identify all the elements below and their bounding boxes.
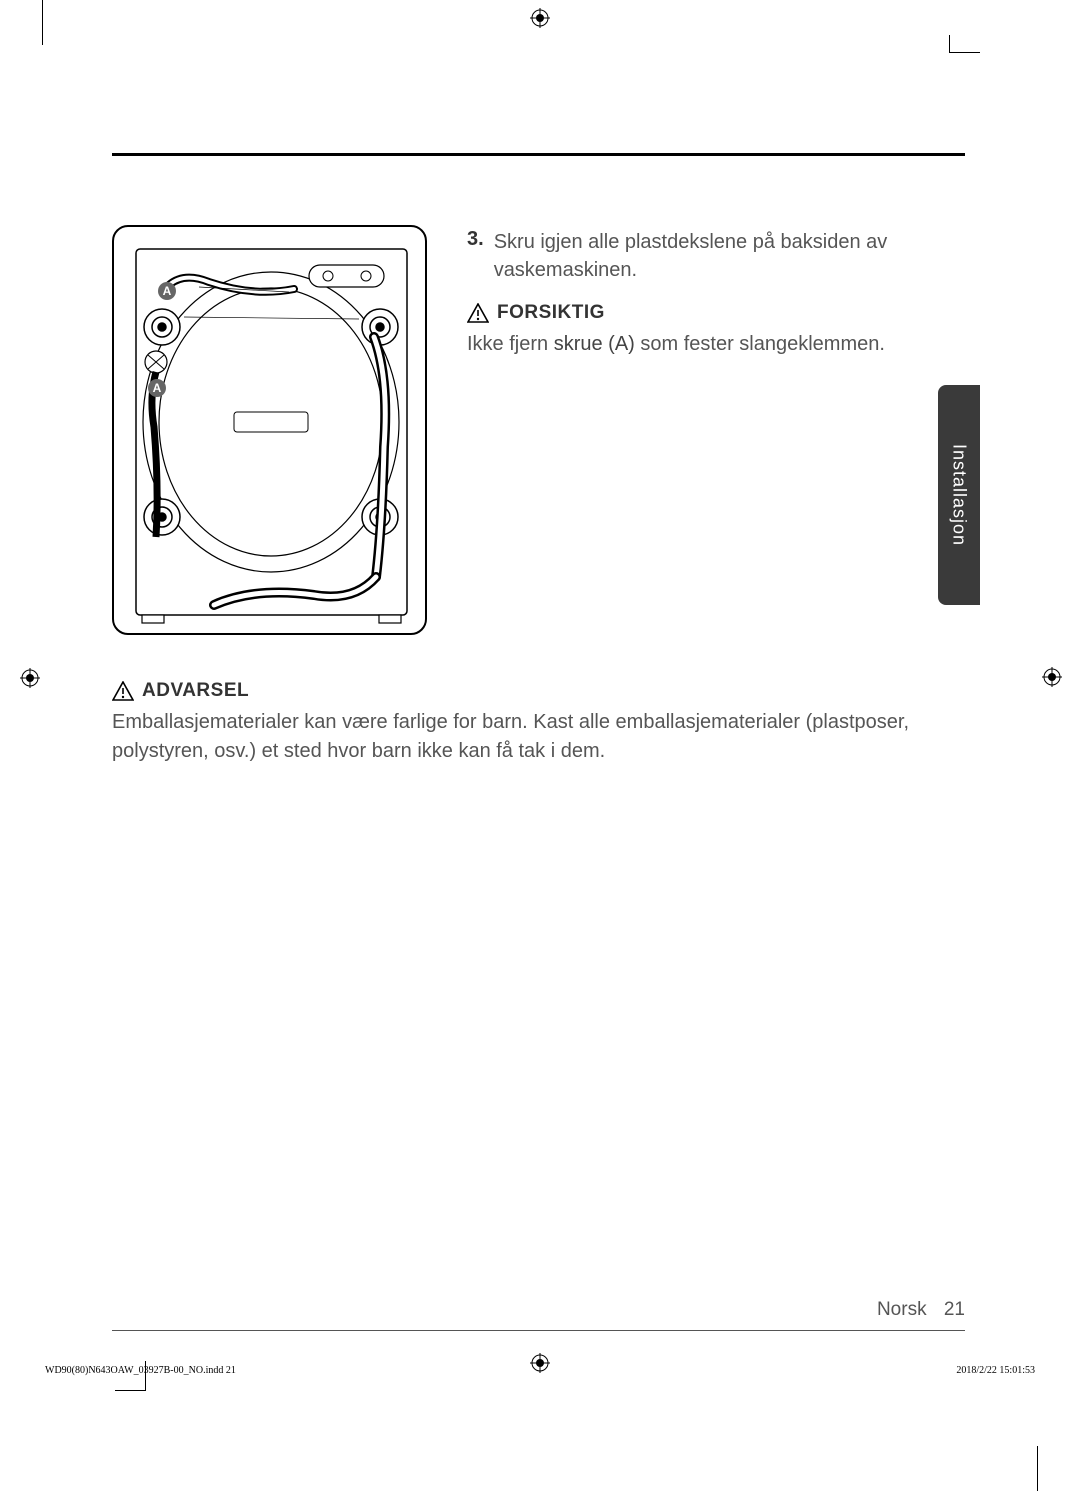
warning-body: Emballasjematerialer kan være farlige fo… — [112, 708, 965, 766]
crop-mark — [42, 0, 43, 45]
warning-triangle-icon — [467, 303, 489, 323]
caution-text-bold: skrue (A) — [554, 333, 635, 355]
print-job-filename: WD90(80)N643OAW_03927B-00_NO.indd 21 — [45, 1365, 236, 1376]
crop-mark — [1037, 1446, 1038, 1491]
caution-label: FORSIKTIG — [497, 302, 605, 324]
caution-body: Ikke fjern skrue (A) som fester slangekl… — [467, 330, 965, 358]
footer-rule — [112, 1330, 965, 1331]
registration-mark-icon — [1042, 667, 1062, 687]
callout-label-a: A — [158, 282, 176, 300]
caution-text-prefix: Ikke fjern — [467, 333, 554, 355]
warning-label: ADVARSEL — [142, 680, 249, 702]
crop-mark — [949, 35, 950, 53]
main-content: A A 3. Skru igjen alle plastdekslene på … — [112, 225, 965, 635]
footer-language: Norsk — [877, 1299, 927, 1320]
caution-heading: FORSIKTIG — [467, 302, 965, 324]
step-number: 3. — [467, 228, 484, 284]
warning-heading: ADVARSEL — [112, 680, 965, 702]
washer-rear-illustration: A A — [112, 225, 427, 635]
section-tab: Installasjon — [938, 385, 980, 605]
footer-page-number: 21 — [944, 1299, 965, 1320]
step-item: 3. Skru igjen alle plastdekslene på baks… — [467, 228, 965, 284]
warning-triangle-icon — [112, 681, 134, 701]
warning-block: ADVARSEL Emballasjematerialer kan være f… — [112, 680, 965, 766]
registration-mark-icon — [20, 668, 40, 688]
crop-mark — [950, 52, 980, 53]
section-tab-label: Installasjon — [949, 444, 970, 546]
caution-text-suffix: som fester slangeklemmen. — [635, 333, 885, 355]
registration-mark-icon — [530, 8, 550, 28]
step-text: Skru igjen alle plastdekslene på bakside… — [494, 228, 965, 284]
crop-mark — [115, 1390, 145, 1391]
page-footer: Norsk 21 — [877, 1299, 965, 1321]
registration-mark-icon — [530, 1353, 550, 1373]
callout-label-a: A — [148, 379, 166, 397]
instruction-text-column: 3. Skru igjen alle plastdekslene på baks… — [467, 225, 965, 635]
print-job-timestamp: 2018/2/22 15:01:53 — [956, 1365, 1035, 1376]
section-rule — [112, 153, 965, 156]
